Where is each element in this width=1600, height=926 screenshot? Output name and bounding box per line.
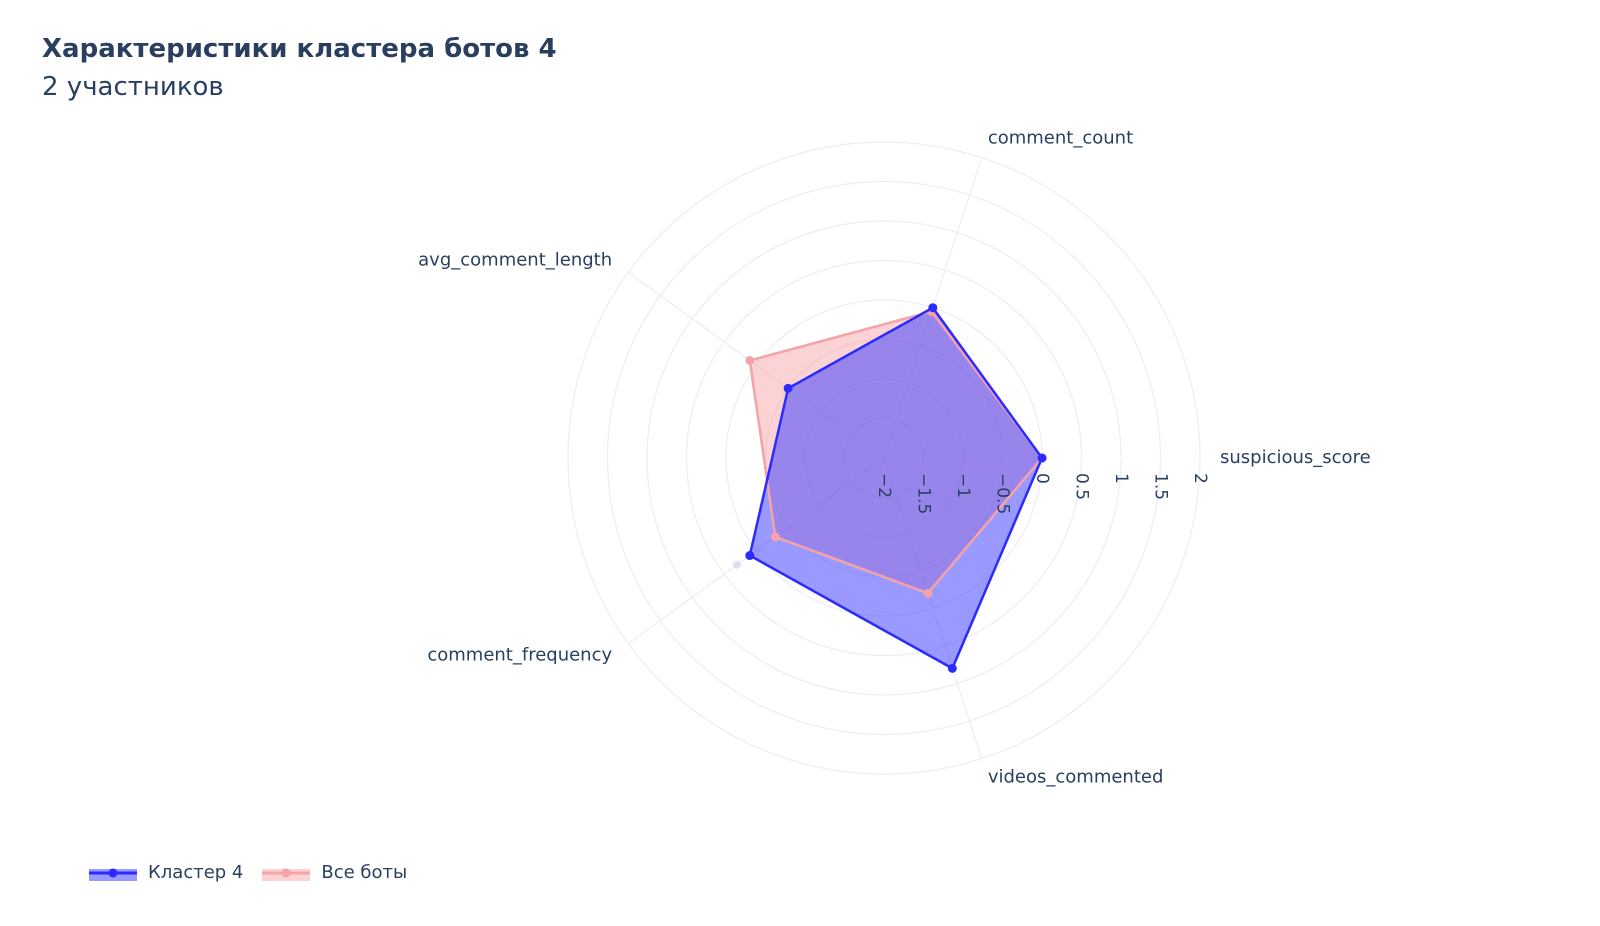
axis-label: comment_frequency xyxy=(427,644,612,665)
legend-item-cluster[interactable]: Кластер 4 xyxy=(88,862,243,883)
chart-subtitle: 2 участников xyxy=(42,72,224,102)
data-point xyxy=(923,588,933,598)
legend: Кластер 4 Все боты xyxy=(88,862,407,883)
radial-tick-label: −0.5 xyxy=(993,473,1013,514)
axis-label: videos_commented xyxy=(988,767,1164,788)
radial-tick-label: 1.5 xyxy=(1151,473,1171,500)
data-point xyxy=(770,532,780,542)
series-line xyxy=(748,310,1043,595)
legend-swatch-all-bots xyxy=(262,868,311,881)
data-point xyxy=(745,355,755,365)
data-point xyxy=(928,303,938,313)
chart-title: Характеристики кластера ботов 4 xyxy=(42,34,557,64)
legend-swatch-all-bots-marker xyxy=(281,868,291,877)
legend-item-all-bots[interactable]: Все боты xyxy=(261,862,407,883)
faint-point xyxy=(790,388,799,397)
legend-swatch-cluster xyxy=(89,868,137,881)
data-point xyxy=(1037,453,1047,463)
radial-tick-label: 1 xyxy=(1111,473,1131,484)
data-point xyxy=(783,383,793,393)
faint-point xyxy=(755,544,764,553)
legend-label-cluster: Кластер 4 xyxy=(148,862,244,883)
series-area xyxy=(749,307,1042,669)
radial-tick-label: −1.5 xyxy=(914,473,934,514)
radial-tick-label: 2 xyxy=(1190,473,1210,484)
data-point xyxy=(947,663,957,673)
legend-swatch-cluster-marker xyxy=(108,868,118,877)
radial-tick-label: 0.5 xyxy=(1072,473,1092,500)
axis-label: suspicious_score xyxy=(1220,447,1371,468)
faint-point xyxy=(733,560,742,569)
data-point xyxy=(745,551,755,561)
radial-tick-label: −2 xyxy=(874,473,894,498)
legend-label-all-bots: Все боты xyxy=(321,862,408,883)
radial-tick-label: −1 xyxy=(953,473,973,498)
radial-tick-label: 0 xyxy=(1032,473,1052,484)
axis-label: comment_count xyxy=(988,127,1133,148)
series-line xyxy=(748,306,1044,670)
axis-label: avg_comment_length xyxy=(418,250,612,271)
